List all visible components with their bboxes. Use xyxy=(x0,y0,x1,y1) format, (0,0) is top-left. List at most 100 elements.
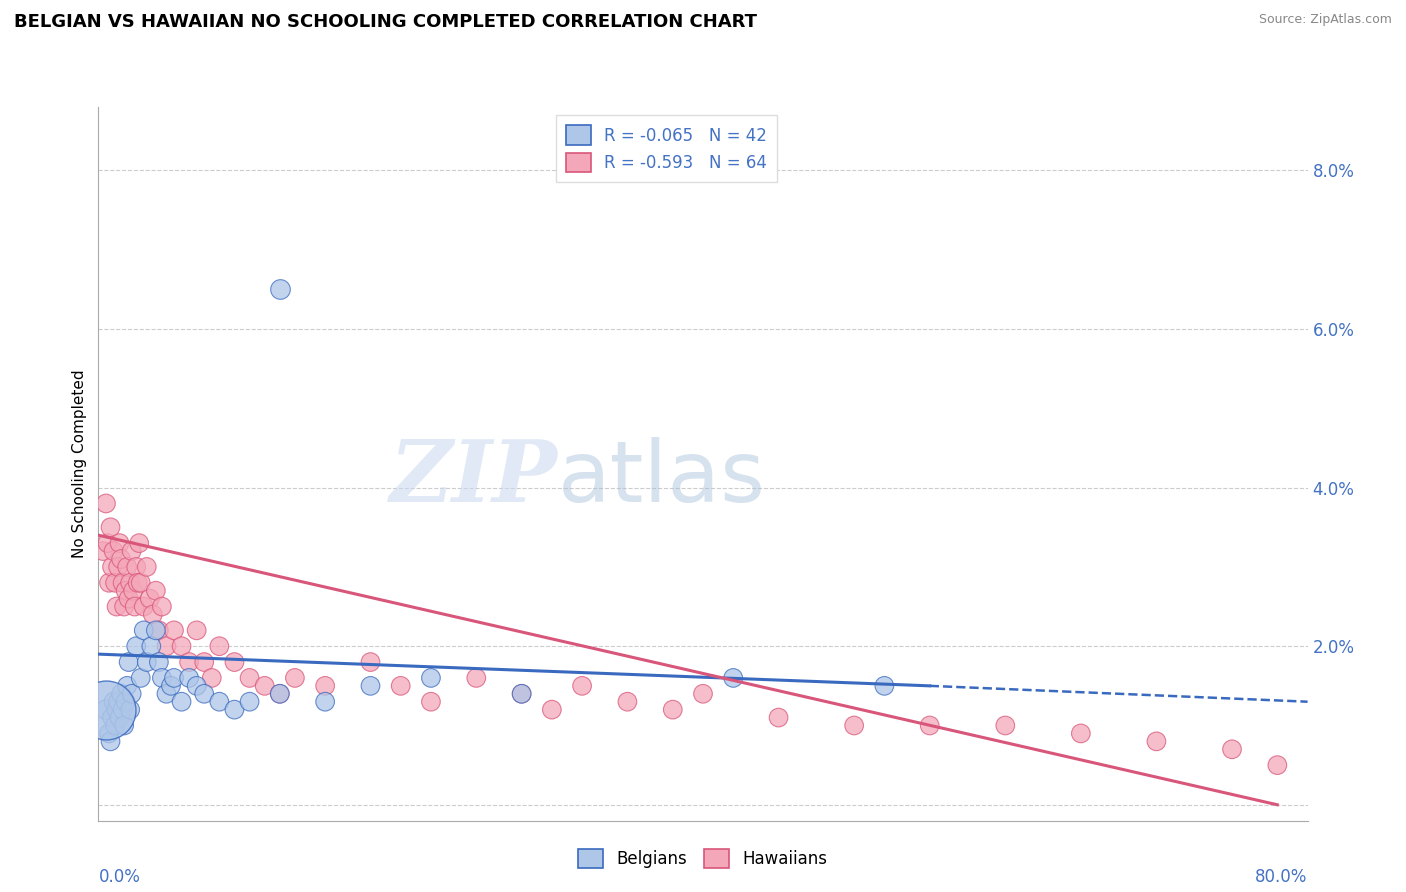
Point xyxy=(510,687,533,701)
Point xyxy=(108,710,131,724)
Text: atlas: atlas xyxy=(558,436,766,520)
Point xyxy=(419,671,441,685)
Point xyxy=(118,591,141,606)
Point xyxy=(112,599,135,614)
Point xyxy=(284,671,307,685)
Text: Source: ZipAtlas.com: Source: ZipAtlas.com xyxy=(1258,13,1392,27)
Point xyxy=(844,718,866,732)
Point xyxy=(94,703,117,717)
Point xyxy=(121,687,143,701)
Point xyxy=(150,599,173,614)
Legend: Belgians, Hawaiians: Belgians, Hawaiians xyxy=(572,842,834,875)
Point xyxy=(120,703,142,717)
Text: 0.0%: 0.0% xyxy=(98,868,141,887)
Point xyxy=(114,695,136,709)
Point xyxy=(121,544,143,558)
Point xyxy=(160,679,183,693)
Point xyxy=(1220,742,1243,756)
Point xyxy=(360,655,382,669)
Point xyxy=(104,718,127,732)
Point xyxy=(124,599,146,614)
Point xyxy=(510,687,533,701)
Point xyxy=(111,575,134,590)
Point xyxy=(107,560,129,574)
Point xyxy=(135,560,157,574)
Text: BELGIAN VS HAWAIIAN NO SCHOOLING COMPLETED CORRELATION CHART: BELGIAN VS HAWAIIAN NO SCHOOLING COMPLET… xyxy=(14,13,756,31)
Point xyxy=(103,695,125,709)
Point xyxy=(186,679,208,693)
Point xyxy=(125,560,148,574)
Point xyxy=(239,695,262,709)
Point xyxy=(100,520,122,534)
Point xyxy=(177,655,201,669)
Point xyxy=(107,695,129,709)
Point xyxy=(1144,734,1167,748)
Point xyxy=(114,583,136,598)
Point xyxy=(122,583,145,598)
Point xyxy=(148,655,170,669)
Point xyxy=(132,599,155,614)
Point xyxy=(224,655,246,669)
Point xyxy=(193,655,215,669)
Point xyxy=(129,671,152,685)
Point xyxy=(314,679,336,693)
Point xyxy=(994,718,1017,732)
Point xyxy=(101,710,124,724)
Point xyxy=(224,703,246,717)
Point xyxy=(389,679,412,693)
Point xyxy=(419,695,441,709)
Point xyxy=(465,671,488,685)
Point xyxy=(1070,726,1092,740)
Point xyxy=(1265,758,1288,772)
Point xyxy=(193,687,215,701)
Point xyxy=(163,624,186,638)
Text: 80.0%: 80.0% xyxy=(1256,868,1308,887)
Point xyxy=(118,655,141,669)
Point xyxy=(239,671,262,685)
Point xyxy=(110,552,132,566)
Point xyxy=(148,624,170,638)
Point xyxy=(616,695,638,709)
Point xyxy=(360,679,382,693)
Point xyxy=(98,726,121,740)
Point xyxy=(100,734,122,748)
Point xyxy=(253,679,276,693)
Point xyxy=(96,536,118,550)
Point xyxy=(155,687,177,701)
Point xyxy=(115,560,138,574)
Point xyxy=(101,560,124,574)
Point xyxy=(105,703,128,717)
Point xyxy=(269,687,291,701)
Point xyxy=(125,639,148,653)
Point xyxy=(314,695,336,709)
Point xyxy=(918,718,941,732)
Point xyxy=(145,624,167,638)
Text: ZIP: ZIP xyxy=(389,436,558,520)
Point xyxy=(269,687,291,701)
Point xyxy=(94,703,117,717)
Point xyxy=(661,703,683,717)
Point xyxy=(768,710,790,724)
Point xyxy=(145,583,167,598)
Point xyxy=(111,703,134,717)
Point xyxy=(104,575,127,590)
Legend: R = -0.065   N = 42, R = -0.593   N = 64: R = -0.065 N = 42, R = -0.593 N = 64 xyxy=(557,115,778,182)
Point xyxy=(105,599,128,614)
Point xyxy=(127,575,149,590)
Point xyxy=(150,671,173,685)
Point xyxy=(139,591,162,606)
Point xyxy=(98,575,121,590)
Point xyxy=(186,624,208,638)
Y-axis label: No Schooling Completed: No Schooling Completed xyxy=(72,369,87,558)
Point xyxy=(177,671,201,685)
Point xyxy=(129,575,152,590)
Point xyxy=(141,639,163,653)
Point xyxy=(163,671,186,685)
Point xyxy=(208,695,231,709)
Point xyxy=(201,671,224,685)
Point xyxy=(112,718,135,732)
Point xyxy=(873,679,896,693)
Point xyxy=(110,687,132,701)
Point xyxy=(91,544,114,558)
Point xyxy=(108,536,131,550)
